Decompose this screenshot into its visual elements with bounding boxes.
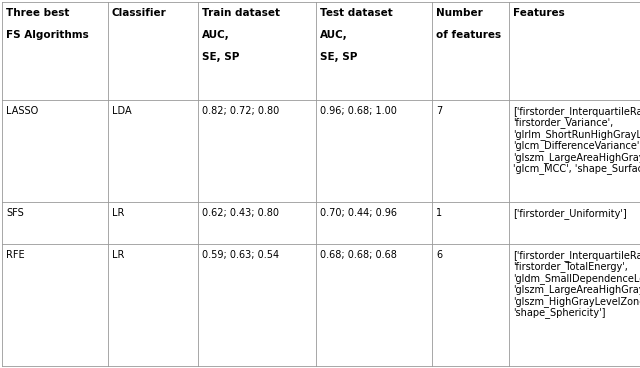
Text: LR: LR	[112, 208, 124, 218]
Text: ['firstorder_Uniformity']: ['firstorder_Uniformity']	[513, 208, 627, 219]
Text: Number: Number	[436, 8, 483, 18]
Text: 6: 6	[436, 250, 442, 260]
Text: Classifier: Classifier	[112, 8, 167, 18]
Text: 0.62; 0.43; 0.80: 0.62; 0.43; 0.80	[202, 208, 279, 218]
Text: 0.70; 0.44; 0.96: 0.70; 0.44; 0.96	[320, 208, 397, 218]
Text: AUC,: AUC,	[320, 30, 348, 40]
Text: ['firstorder_InterquartileRange',: ['firstorder_InterquartileRange',	[513, 250, 640, 261]
Text: 'shape_Sphericity']: 'shape_Sphericity']	[513, 308, 605, 318]
Text: AUC,: AUC,	[202, 30, 230, 40]
Text: 'glszm_HighGrayLevelZoneEmphasis',: 'glszm_HighGrayLevelZoneEmphasis',	[513, 296, 640, 307]
Text: Train dataset: Train dataset	[202, 8, 280, 18]
Text: ['firstorder_InterquartileRange',: ['firstorder_InterquartileRange',	[513, 106, 640, 117]
Text: RFE: RFE	[6, 250, 24, 260]
Text: 'gldm_SmallDependenceLowGrayLevelEmphasis',: 'gldm_SmallDependenceLowGrayLevelEmphasi…	[513, 273, 640, 284]
Text: 0.82; 0.72; 0.80: 0.82; 0.72; 0.80	[202, 106, 279, 116]
Text: 0.68; 0.68; 0.68: 0.68; 0.68; 0.68	[320, 250, 397, 260]
Text: SE, SP: SE, SP	[202, 52, 239, 62]
Text: LASSO: LASSO	[6, 106, 38, 116]
Text: 7: 7	[436, 106, 442, 116]
Text: LDA: LDA	[112, 106, 132, 116]
Text: FS Algorithms: FS Algorithms	[6, 30, 89, 40]
Text: 1: 1	[436, 208, 442, 218]
Text: SE, SP: SE, SP	[320, 52, 357, 62]
Text: Test dataset: Test dataset	[320, 8, 393, 18]
Text: 0.59; 0.63; 0.54: 0.59; 0.63; 0.54	[202, 250, 279, 260]
Text: 'glszm_LargeAreaHighGrayLevelEmphasis',: 'glszm_LargeAreaHighGrayLevelEmphasis',	[513, 152, 640, 163]
Text: 'glrlm_ShortRunHighGrayLevelEmphasis',: 'glrlm_ShortRunHighGrayLevelEmphasis',	[513, 129, 640, 140]
Text: 'glcm_MCC', 'shape_SurfaceVolumeRatio']: 'glcm_MCC', 'shape_SurfaceVolumeRatio']	[513, 163, 640, 174]
Text: 'firstorder_TotalEnergy',: 'firstorder_TotalEnergy',	[513, 262, 628, 272]
Text: of features: of features	[436, 30, 501, 40]
Text: SFS: SFS	[6, 208, 24, 218]
Text: 0.96; 0.68; 1.00: 0.96; 0.68; 1.00	[320, 106, 397, 116]
Text: Features: Features	[513, 8, 564, 18]
Text: 'firstorder_Variance',: 'firstorder_Variance',	[513, 117, 613, 128]
Text: 'glcm_DifferenceVariance',: 'glcm_DifferenceVariance',	[513, 141, 640, 151]
Text: LR: LR	[112, 250, 124, 260]
Text: Three best: Three best	[6, 8, 69, 18]
Text: 'glszm_LargeAreaHighGrayLevelEmphasis',: 'glszm_LargeAreaHighGrayLevelEmphasis',	[513, 284, 640, 296]
